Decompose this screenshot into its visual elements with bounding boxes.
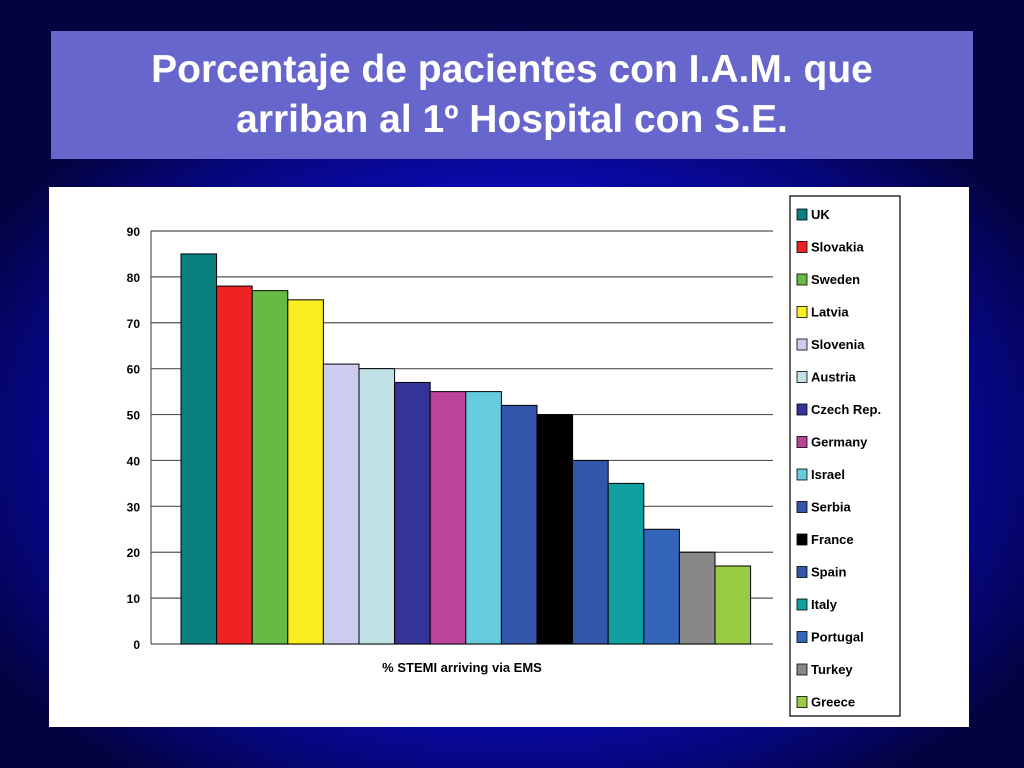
x-axis-label: % STEMI arriving via EMS (382, 660, 542, 675)
legend-label: Czech Rep. (811, 402, 881, 417)
legend-label: Germany (811, 435, 868, 450)
legend-swatch (796, 566, 808, 578)
legend-label: Italy (811, 597, 838, 612)
legend-label: Turkey (811, 662, 853, 677)
bar-turkey (678, 551, 716, 645)
legend-swatch (796, 598, 808, 611)
legend-label: Slovenia (811, 337, 865, 352)
legend-swatch (796, 533, 808, 546)
bar-slovenia (322, 363, 360, 645)
legend-label: Israel (811, 467, 845, 482)
legend-swatch (796, 273, 808, 286)
bar-israel (465, 391, 502, 645)
legend-swatch (796, 338, 808, 351)
legend-label: Portugal (811, 630, 864, 645)
legend-label: Serbia (811, 500, 852, 515)
y-tick-label: 80 (127, 271, 141, 285)
bar-sweden (251, 290, 289, 645)
legend-label: Greece (811, 695, 855, 710)
legend-label: France (811, 532, 854, 547)
y-tick-label: 90 (127, 225, 141, 239)
bar-chart: 0 10 20 30 40 50 60 70 80 90 % STEMI arriving via … (127, 195, 901, 717)
title-banner: Porcentaje de pacientes con I.A.M. que a… (51, 31, 973, 159)
y-tick-label: 60 (127, 363, 141, 377)
legend-swatch (796, 631, 808, 643)
legend-label: Latvia (811, 305, 849, 320)
legend-label: Slovakia (811, 240, 865, 255)
legend-box (789, 195, 901, 717)
title-line-1: Porcentaje de pacientes con I.A.M. que (151, 48, 873, 91)
y-tick-label: 50 (127, 409, 141, 423)
y-tick-label: 10 (127, 592, 141, 606)
legend-label: Sweden (811, 272, 860, 287)
bar-greece (714, 565, 752, 645)
bar-czech-rep (394, 381, 431, 645)
legend-swatch (796, 306, 808, 318)
bar-italy (607, 482, 645, 645)
title-line-2: arriban al 1º Hospital con S.E. (236, 98, 788, 141)
legend-swatch (796, 501, 808, 513)
legend-swatch (796, 696, 808, 708)
legend-swatch (796, 663, 808, 676)
legend-swatch (796, 403, 808, 416)
y-tick-label: 70 (127, 317, 141, 331)
legend-swatch (796, 468, 808, 481)
chart-panel: 0 10 20 30 40 50 60 70 80 90 % STEMI arriving via … (49, 187, 969, 727)
legend-swatch (796, 241, 808, 253)
legend-label: Austria (811, 370, 857, 385)
legend-swatch (796, 208, 808, 221)
bar-austria (358, 368, 396, 645)
y-tick-label: 30 (127, 500, 141, 514)
y-tick-label: 0 (133, 638, 140, 652)
bar-uk (180, 253, 218, 645)
bar-latvia (287, 299, 324, 645)
bar-france (536, 414, 574, 645)
bar-serbia (500, 404, 538, 645)
bar-spain (572, 459, 609, 645)
y-tick-label: 40 (127, 454, 141, 468)
legend-swatch (796, 371, 808, 383)
legend-label: Spain (811, 565, 846, 580)
bar-slovakia (216, 285, 253, 645)
bar-germany (429, 391, 467, 645)
bar-portugal (643, 528, 680, 645)
y-tick-label: 20 (127, 546, 141, 560)
legend-swatch (796, 436, 808, 448)
legend-label: UK (811, 207, 830, 222)
